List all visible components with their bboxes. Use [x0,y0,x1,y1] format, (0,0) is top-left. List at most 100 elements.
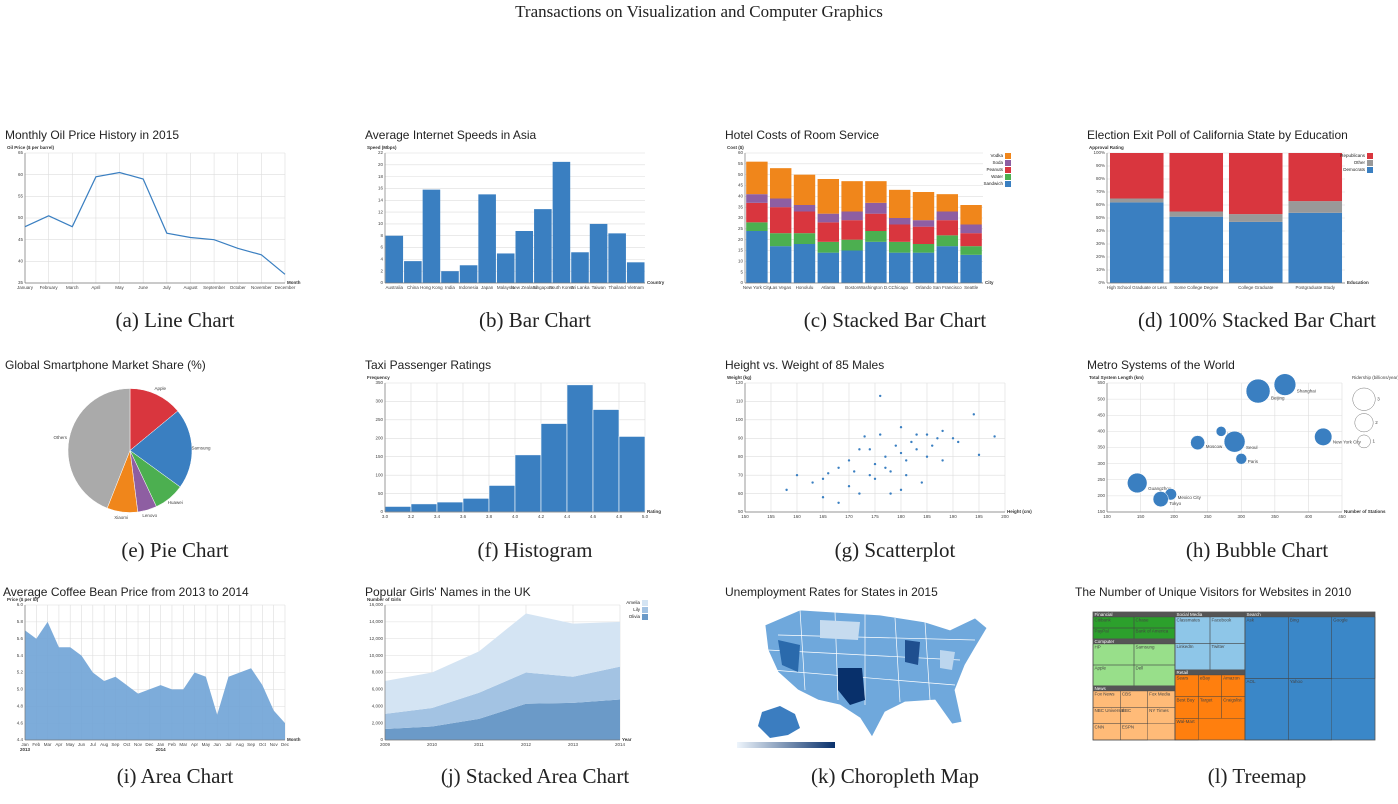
legend-swatch [1005,174,1011,180]
treemap-cell-label: Google [1333,618,1348,623]
point [868,448,871,451]
x-tick-label: 100 [1103,514,1111,519]
point [795,473,799,477]
y-tick-label: 200 [375,435,383,440]
x-tick-label: Indonesia [459,285,479,290]
y-tick-label: 450 [1097,412,1105,417]
x-tick-label: May [115,285,124,290]
y-tick-label: 350 [1097,445,1105,450]
treemap-group [1244,611,1376,741]
y-tick-label: 80 [738,454,744,459]
point [827,472,830,475]
bar-segment [1169,153,1224,212]
x-axis-label: Height (cm) [1007,509,1032,514]
y-tick-label: 8,000 [372,670,384,675]
y-tick-label: 150 [375,454,383,459]
bar-segment [841,220,863,240]
bar-segment [746,161,768,195]
legend-label: Sandwich [983,181,1003,186]
y-tick-label: 30% [1096,241,1105,246]
chart-title: Unemployment Rates for States in 2015 [725,585,938,599]
bubble [1314,427,1333,446]
map-land [764,609,988,738]
y-axis-label: Approval Rating [1089,145,1124,150]
y-tick-label: 16,000 [369,602,383,607]
point [837,466,840,469]
legend-label: Amelia [626,600,640,605]
size-legend-label: 3 [1377,396,1380,401]
bar-segment [817,241,840,253]
treemap-cell-label: Fox News [1095,692,1116,697]
y-tick-label: 100% [1093,150,1105,155]
x-tick-label: Boston [845,285,860,290]
slice-label: Lenovo [142,513,157,518]
point [821,477,825,481]
y-tick-label: 45 [738,183,744,188]
x-tick-label: Aug [100,742,109,747]
x-tick-label: Mar [44,742,52,747]
treemap-cell-label: Sears [1177,676,1190,681]
x-tick-label: 5.0 [642,514,649,519]
point [957,440,960,444]
map-alaska [758,706,800,738]
bar-segment [769,207,792,234]
map-legend-scale [737,742,835,748]
bar-segment [841,239,863,251]
bubble [1127,472,1148,494]
y-tick-label: 12,000 [369,636,383,641]
x-axis-label: Rating [647,509,661,514]
point [993,435,996,438]
x-tick-label: 3.0 [382,514,389,519]
bar-segment [793,174,816,205]
y-tick-label: 35 [18,280,24,285]
bar [436,501,464,513]
bar-segment [769,198,792,208]
treemap-cell [1288,678,1332,741]
caption: (a) Line Chart [116,308,235,332]
bar-segment [769,246,792,283]
x-tick-label: Jan [21,742,29,747]
slice-label: Huawei [168,500,183,505]
y-tick-label: 5.0 [17,687,24,692]
x-tick-label: October [230,285,247,290]
treemap-cell-label: PayPal [1095,629,1109,634]
treemap-cell-label: Bank of America [1136,629,1169,634]
y-axis-label: Frequency [367,375,390,380]
y-tick-label: 16 [378,186,384,191]
bubble [1235,453,1247,465]
bar-segment [936,235,959,247]
caption: (j) Stacked Area Chart [441,764,630,788]
y-tick-label: 10 [378,221,384,226]
x-tick-label: 150 [1137,514,1145,519]
x-tick-label: Jun [78,742,86,747]
bar [534,209,552,283]
bar-segment [1169,211,1224,217]
y-tick-label: 4.6 [17,720,24,725]
x-tick-label: 4.0 [512,514,519,519]
bubble [1273,373,1297,396]
bar [385,235,404,283]
chart-title: Hotel Costs of Room Service [725,128,879,142]
treemap-group-label: Computer [1095,639,1115,644]
y-tick-label: 6,000 [372,687,384,692]
bubble-label: Moscow [1206,444,1223,449]
bar-segment [936,220,959,236]
bar-segment [1288,201,1343,213]
treemap-cell-label: Apple [1095,666,1107,671]
treemap-cell-label: Samsung [1136,645,1156,650]
point [899,426,903,429]
y-axis-label: Number of Girls [367,597,402,602]
caption: (k) Choropleth Map [811,764,979,788]
bar-segment [841,211,863,221]
pie-slice [67,388,131,509]
treemap-cell-label: Best Buy [1177,697,1196,702]
point [889,492,892,495]
y-tick-label: 350 [375,380,383,385]
chart-title: Monthly Oil Price History in 2015 [5,128,179,142]
bar-segment [960,246,982,255]
point [915,448,918,451]
bar [540,423,568,513]
x-tick-label: 2012 [521,742,532,747]
y-tick-label: 5.2 [17,670,24,675]
bar-segment [793,205,816,212]
